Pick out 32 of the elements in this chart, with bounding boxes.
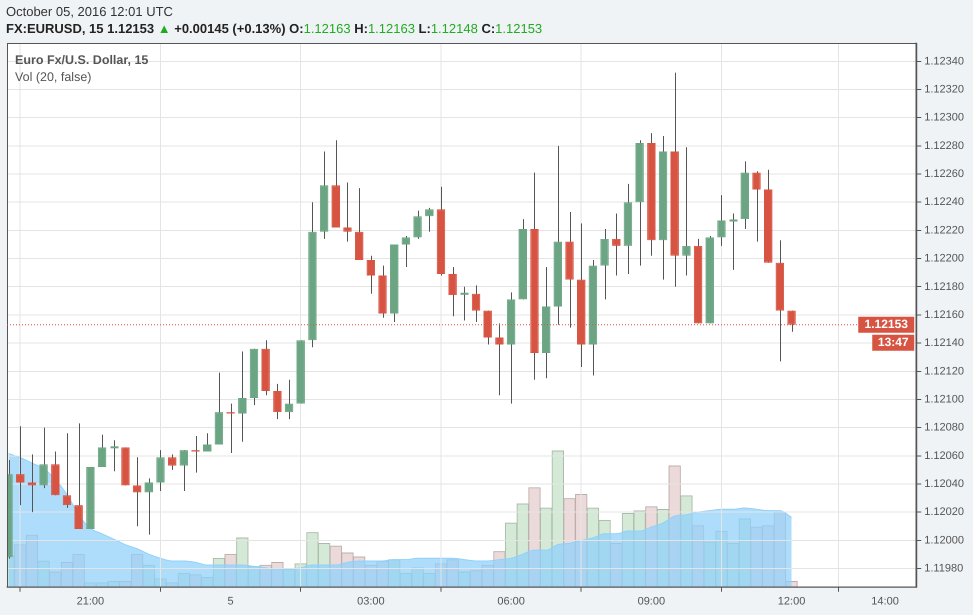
y-tick-label: 1.12220 — [924, 224, 964, 236]
y-tick-label: 1.12300 — [924, 112, 964, 124]
x-tick-label: 12:00 — [778, 595, 806, 608]
y-tick-label: 1.12080 — [924, 422, 964, 434]
ref-line-label: 1.12153 — [864, 317, 908, 332]
x-tick-label: 14:00 — [871, 595, 899, 608]
y-tick-label: 1.12040 — [924, 478, 964, 490]
y-tick-label: 1.12020 — [924, 506, 964, 518]
x-tick-label: 09:00 — [638, 595, 666, 608]
x-tick-label: 06:00 — [497, 595, 525, 608]
y-tick-label: 1.12280 — [924, 140, 964, 152]
annotation: 13:47 — [878, 335, 909, 350]
y-tick-label: 1.12320 — [924, 84, 964, 96]
text: FX:EURUSD, 15 1.12153 ▲ +0.00145 (+0.13%) O:1.12163 H:1.12163 L:1.12148 C:1.12153 — [6, 21, 542, 36]
y-tick-label: 1.11980 — [924, 562, 964, 575]
chart-title: October 05, 2016 12:01 UTC — [6, 3, 174, 20]
y-tick-label: 1.12140 — [924, 337, 964, 350]
y-tick-label: 1.12060 — [924, 450, 964, 462]
y-tick-label: 1.12000 — [924, 534, 964, 546]
annotation: Euro Fx/U.S. Dollar, 15 — [15, 52, 148, 69]
y-tick-label: 1.12100 — [924, 393, 964, 406]
y-tick-label: 1.12180 — [924, 280, 964, 293]
x-tick-label: 21:00 — [76, 595, 104, 608]
annotation: Vol (20, false) — [15, 69, 92, 86]
y-tick-label: 1.12260 — [924, 168, 964, 180]
y-tick-label: 1.12200 — [924, 252, 964, 265]
y-tick-label: 1.12240 — [924, 196, 964, 208]
y-tick-label: 1.12160 — [924, 308, 964, 321]
y-tick-label: 1.12120 — [924, 365, 964, 378]
x-tick-label: 03:00 — [357, 595, 385, 608]
y-tick-label: 1.12340 — [924, 55, 964, 68]
x-tick-label: 5 — [228, 595, 234, 608]
